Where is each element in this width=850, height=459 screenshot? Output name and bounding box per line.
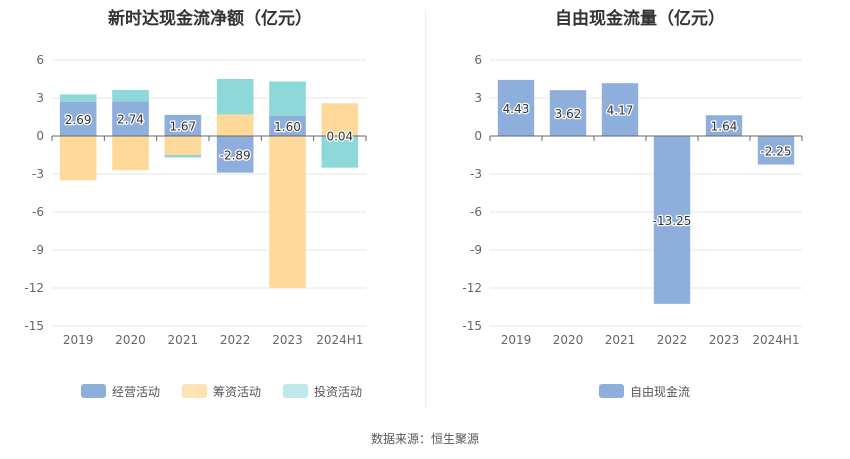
left-bar-s1-2020 [112,136,149,171]
right-x-tick-label: 2019 [501,333,532,347]
left-chart-title: 新时达现金流净额（亿元） [108,9,312,29]
left-x-tick-label: 2020 [115,333,146,347]
left-legend: 经营活动 筹资活动 投资活动 [81,383,362,399]
right-bar-2024H1 [757,136,795,165]
left-bar-s1-2024H1 [321,103,359,136]
right-data-label: 1.64 [711,120,738,134]
left-bar-s2-2019 [59,94,97,102]
right-data-label: 3.62 [555,107,582,121]
left-bar-s0-2022 [216,136,254,173]
right-bar-2019 [497,79,535,136]
right-x-tick-label: 2021 [605,333,636,347]
left-bar-s1-2019 [59,136,97,181]
left-x-tick-label: 2019 [63,333,94,347]
right-x-tick-label: 2022 [657,333,688,347]
legend-label-investing: 投资活动 [314,384,363,399]
left-bar-s0-2023 [269,115,306,136]
legend-label-financing: 筹资活动 [213,384,262,399]
legend-swatch-investing [283,384,309,398]
right-bar-2021 [601,83,639,136]
legend-label-free-cashflow: 自由现金流 [630,384,691,399]
right-legend: 自由现金流 [599,383,690,399]
left-y-tick-label: -3 [32,167,44,181]
legend-label-operating: 经营活动 [112,384,161,399]
left-bar-s2-2022 [216,79,254,115]
left-bar-s1-2023 [269,136,306,288]
left-y-tick-label: -12 [24,281,44,295]
right-y-tick-label: -15 [462,319,482,333]
left-bar-s2-2024H1 [321,136,359,168]
legend-item-operating[interactable]: 经营活动 [81,383,160,400]
left-data-label: -2.89 [220,148,251,162]
right-data-label: -2.25 [760,144,791,158]
legend-item-investing[interactable]: 投资活动 [283,383,362,400]
right-y-tick-label: -6 [470,205,482,219]
left-y-tick-label: -6 [32,205,44,219]
right-y-tick-label: -9 [470,243,482,257]
left-data-label: 1.60 [274,120,301,134]
right-bar-2022 [653,136,691,304]
left-bar-s0-2019 [59,101,97,136]
right-y-tick-label: 3 [474,91,482,105]
right-chart-title: 自由现金流量（亿元） [555,9,725,29]
chart-divider [425,10,426,408]
legend-swatch-free-cashflow [599,384,624,398]
left-data-label: 0.04 [326,130,353,144]
right-data-label: 4.43 [503,102,530,116]
right-y-tick-label: -3 [470,167,482,181]
legend-item-free-cashflow[interactable]: 自由现金流 [599,383,690,400]
left-bar-s0-2021 [164,114,202,136]
left-bar-s1-2022 [216,114,254,136]
right-bar-2020 [549,90,587,136]
left-x-tick-label: 2021 [168,333,199,347]
left-bar-s2-2023 [269,81,306,116]
left-x-tick-label: 2023 [272,333,303,347]
left-y-tick-label: 6 [36,53,44,67]
left-bar-s0-2020 [112,101,149,136]
left-x-tick-label: 2022 [220,333,251,347]
left-y-tick-label: 0 [36,129,44,143]
legend-item-financing[interactable]: 筹资活动 [182,383,261,400]
right-data-label: 4.17 [607,104,634,118]
free-cashflow-chart: 6 3 0 -3 -6 -9 -12 -15 2019 2020 2021 2022 2023 2024H… [462,53,803,347]
left-data-label: 1.67 [169,119,196,133]
left-x-tick-label: 2024H1 [316,333,363,347]
right-data-label: -13.25 [653,214,692,228]
left-y-tick-label: -15 [24,319,44,333]
right-x-tick-label: 2023 [709,333,740,347]
left-y-tick-label: -9 [32,243,44,257]
left-y-tick-label: 3 [36,91,44,105]
left-data-label: 2.74 [117,113,144,127]
right-y-tick-label: 0 [474,129,482,143]
legend-swatch-financing [182,384,208,398]
right-x-tick-label: 2024H1 [752,333,799,347]
right-bar-2023 [705,115,743,136]
left-bar-s2-2021 [164,155,202,158]
right-x-tick-label: 2020 [553,333,584,347]
data-source-note: 数据来源：恒生聚源 [370,432,479,446]
left-bar-s1-2021 [164,136,202,155]
right-y-tick-label: -12 [462,281,482,295]
right-y-tick-label: 6 [474,53,482,67]
cashflow-net-chart: 6 3 0 -3 -6 -9 -12 -15 2019 2020 2021 2022 2023 2024H… [24,53,367,347]
left-bar-s2-2020 [112,89,149,102]
left-data-label: 2.69 [65,113,92,127]
legend-swatch-operating [81,384,106,398]
